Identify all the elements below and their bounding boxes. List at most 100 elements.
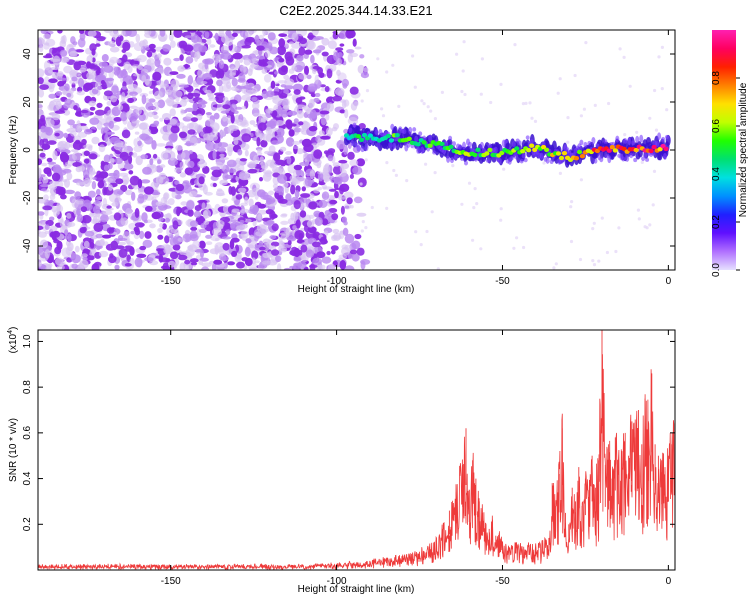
noise-blob [344, 233, 355, 244]
noise-blob [105, 131, 115, 135]
noise-blob [122, 41, 131, 52]
signal-core [561, 151, 568, 156]
noise-blob [192, 43, 203, 53]
signal-core [472, 152, 478, 158]
noise-blob [76, 181, 86, 186]
noise-blob [269, 46, 279, 55]
noise-blob [265, 90, 275, 98]
noise-blob [170, 40, 176, 48]
noise-blob [346, 49, 355, 54]
noise-blob [175, 144, 183, 151]
noise-blob [280, 220, 289, 225]
signal-core [427, 143, 433, 148]
signal-core [576, 149, 583, 155]
noise-blob [161, 113, 172, 120]
noise-blob [364, 226, 368, 230]
noise-blob [334, 87, 345, 96]
noise-blob [308, 214, 315, 219]
noise-blob [356, 158, 366, 167]
noise-blob [177, 237, 186, 243]
noise-blob [62, 168, 72, 174]
noise-blob [277, 80, 288, 84]
noise-blob [134, 222, 145, 228]
noise-blob [189, 234, 199, 242]
noise-blob [38, 231, 47, 238]
noise-blob [198, 240, 206, 249]
signal-halo [493, 146, 498, 154]
noise-blob [248, 198, 254, 207]
noise-blob [230, 114, 235, 124]
noise-blob [226, 115, 232, 125]
noise-blob [70, 130, 77, 137]
noise-blob [334, 190, 339, 199]
noise-blob [121, 175, 130, 185]
noise-blob [125, 208, 133, 218]
signal-halo [388, 141, 393, 149]
noise-blob [223, 260, 228, 269]
noise-blob [169, 71, 179, 75]
noise-blob [319, 236, 327, 245]
signal-core [394, 133, 400, 138]
signal-halo [350, 140, 355, 146]
y-tick-label: 0.2 [22, 517, 33, 531]
noise-blob [280, 233, 287, 240]
noise-blob [38, 158, 43, 166]
noise-blob [236, 261, 245, 269]
noise-blob [224, 174, 234, 179]
noise-blob [154, 90, 163, 100]
noise-blob [64, 178, 70, 188]
noise-blob [58, 85, 69, 91]
noise-blob [214, 32, 219, 41]
noise-blob [451, 164, 455, 168]
noise-blob [340, 135, 346, 142]
noise-blob [95, 199, 100, 204]
noise-blob [337, 57, 342, 66]
noise-blob [277, 45, 287, 56]
noise-blob [246, 89, 256, 95]
noise-blob [153, 114, 159, 120]
signal-halo [523, 157, 528, 163]
noise-blob [116, 190, 124, 195]
noise-blob [338, 159, 348, 164]
signal-halo [549, 159, 554, 165]
noise-blob [298, 46, 306, 56]
noise-blob [219, 153, 225, 158]
noise-blob [159, 176, 170, 185]
noise-blob [91, 181, 97, 190]
noise-blob [79, 67, 87, 73]
noise-blob [344, 265, 355, 270]
noise-blob [113, 212, 122, 221]
signal-halo [657, 132, 662, 140]
noise-blob [151, 196, 157, 201]
noise-blob [215, 161, 223, 166]
noise-blob [38, 68, 45, 78]
noise-blob [143, 186, 154, 195]
noise-blob [84, 230, 95, 237]
noise-blob [291, 43, 302, 49]
noise-blob [277, 174, 288, 184]
noise-blob [380, 107, 384, 111]
y-tick-label: 40 [22, 48, 33, 60]
noise-blob [340, 205, 345, 215]
noise-blob [71, 76, 78, 82]
noise-blob [326, 102, 334, 112]
noise-blob [95, 239, 105, 246]
signal-halo [446, 155, 451, 163]
noise-blob [168, 151, 176, 161]
noise-blob [323, 164, 330, 174]
noise-blob [254, 34, 260, 44]
noise-blob [194, 205, 202, 212]
noise-blob [265, 209, 274, 215]
noise-blob [361, 220, 365, 224]
noise-blob [308, 98, 315, 109]
noise-blob [216, 220, 225, 228]
noise-blob [135, 107, 142, 116]
colorbar-label: Normalized spectral amplitude [738, 82, 749, 217]
noise-blob [147, 111, 155, 118]
y-tick-label: 20 [22, 96, 33, 108]
noise-blob [196, 113, 203, 121]
noise-blob [190, 262, 198, 266]
noise-blob [91, 263, 100, 270]
noise-blob [197, 199, 208, 204]
noise-blob [39, 152, 46, 158]
